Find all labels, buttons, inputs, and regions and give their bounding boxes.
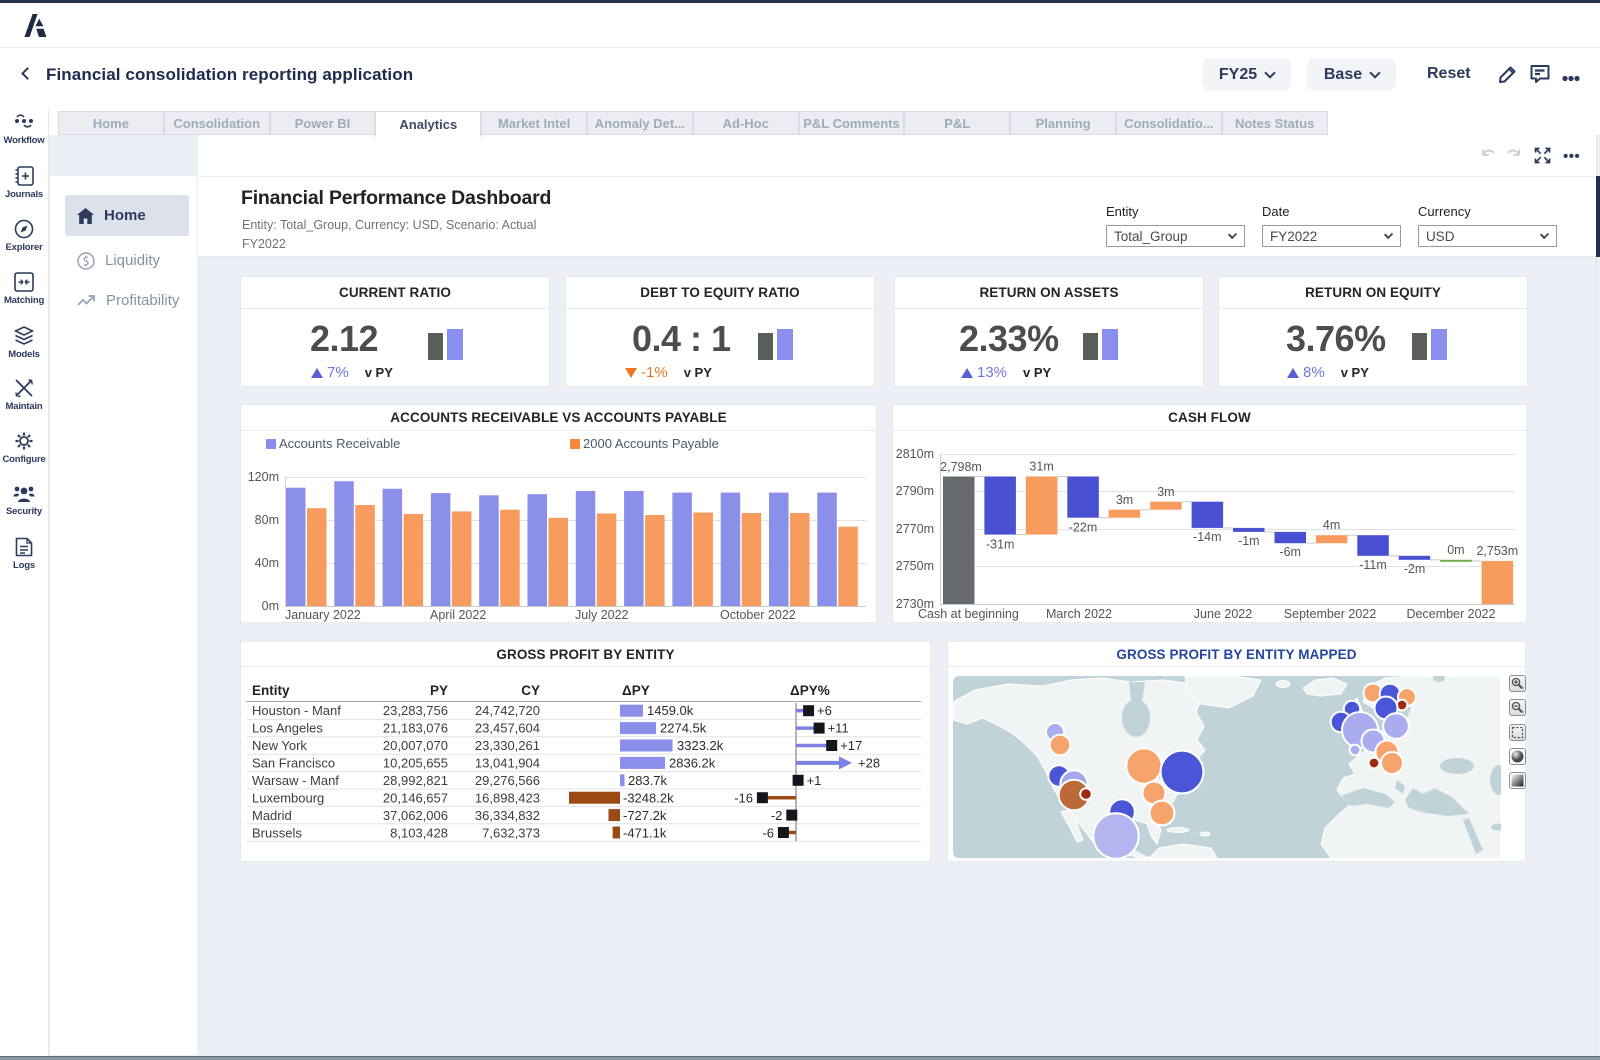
svg-text:San Francisco: San Francisco [252,756,335,771]
svg-text:3m: 3m [1116,493,1133,507]
svg-text:2836.2k: 2836.2k [669,756,716,771]
svg-text:Entity: Entity [252,683,290,698]
svg-text:Brussels: Brussels [252,826,302,841]
svg-text:CY: CY [521,683,540,698]
svg-text:Cash at beginning: Cash at beginning [918,607,1019,621]
svg-text:2000 Accounts Payable: 2000 Accounts Payable [583,436,719,451]
svg-text:+1: +1 [807,773,822,788]
svg-text:-2m: -2m [1404,562,1426,576]
svg-text:ΔPY%: ΔPY% [790,683,830,698]
svg-text:-11m: -11m [1359,558,1387,572]
svg-text:80m: 80m [255,513,279,527]
svg-text:December 2022: December 2022 [1407,607,1496,621]
svg-text:20,146,657: 20,146,657 [383,791,448,806]
svg-text:June 2022: June 2022 [1194,607,1252,621]
svg-text:July 2022: July 2022 [575,608,629,622]
svg-text:20,007,070: 20,007,070 [383,738,448,753]
svg-text:April 2022: April 2022 [430,608,486,622]
svg-text:3m: 3m [1157,485,1174,499]
svg-text:Luxembourg: Luxembourg [252,791,324,806]
svg-text:1459.0k: 1459.0k [647,703,694,718]
svg-text:-727.2k: -727.2k [623,808,667,823]
svg-text:23,457,604: 23,457,604 [475,721,540,736]
svg-text:23,330,261: 23,330,261 [475,738,540,753]
svg-text:40m: 40m [255,556,279,570]
svg-text:31m: 31m [1029,460,1053,474]
svg-text:-22m: -22m [1069,521,1097,535]
svg-text:January 2022: January 2022 [285,608,361,622]
svg-text:0m: 0m [1447,543,1464,557]
svg-text:2750m: 2750m [896,559,934,573]
svg-text:2274.5k: 2274.5k [660,721,707,736]
svg-text:0m: 0m [262,599,279,613]
svg-text:-6m: -6m [1279,545,1301,559]
svg-text:21,183,076: 21,183,076 [383,721,448,736]
svg-text:120m: 120m [248,470,279,484]
svg-text:ΔPY: ΔPY [622,683,650,698]
svg-text:2,753m: 2,753m [1476,544,1518,558]
svg-text:23,283,756: 23,283,756 [383,703,448,718]
svg-text:2770m: 2770m [896,522,934,536]
svg-text:-3248.2k: -3248.2k [623,791,674,806]
svg-text:October 2022: October 2022 [720,608,796,622]
svg-text:3323.2k: 3323.2k [677,738,724,753]
svg-text:2810m: 2810m [896,447,934,461]
svg-text:-16: -16 [734,791,753,806]
svg-text:4m: 4m [1323,518,1340,532]
svg-text:Accounts Receivable: Accounts Receivable [279,436,400,451]
svg-text:New York: New York [252,738,307,753]
svg-text:2790m: 2790m [896,484,934,498]
svg-text:+28: +28 [858,756,880,771]
svg-text:28,992,821: 28,992,821 [383,773,448,788]
svg-text:Warsaw - Manf: Warsaw - Manf [252,773,339,788]
svg-text:7,632,373: 7,632,373 [482,826,540,841]
svg-text:8,103,428: 8,103,428 [390,826,448,841]
svg-text:13,041,904: 13,041,904 [475,756,540,771]
svg-text:37,062,006: 37,062,006 [383,808,448,823]
svg-text:September 2022: September 2022 [1284,607,1376,621]
svg-text:24,742,720: 24,742,720 [475,703,540,718]
svg-text:+17: +17 [840,738,862,753]
svg-text:+6: +6 [817,703,832,718]
svg-text:283.7k: 283.7k [628,773,668,788]
svg-text:March 2022: March 2022 [1046,607,1112,621]
svg-text:-6: -6 [762,826,774,841]
svg-text:+11: +11 [828,721,849,736]
svg-text:PY: PY [430,683,448,698]
svg-text:36,334,832: 36,334,832 [475,808,540,823]
svg-text:2730m: 2730m [896,597,934,611]
svg-text:-2: -2 [771,808,783,823]
svg-text:Houston - Manf: Houston - Manf [252,703,341,718]
svg-text:-14m: -14m [1193,530,1221,544]
svg-text:16,898,423: 16,898,423 [475,791,540,806]
svg-text:2,798m: 2,798m [940,460,982,474]
svg-text:-31m: -31m [986,538,1014,552]
svg-text:-471.1k: -471.1k [623,826,667,841]
svg-text:-1m: -1m [1238,534,1260,548]
svg-text:Madrid: Madrid [252,808,292,823]
svg-text:Los Angeles: Los Angeles [252,721,323,736]
svg-text:29,276,566: 29,276,566 [475,773,540,788]
svg-text:10,205,655: 10,205,655 [383,756,448,771]
